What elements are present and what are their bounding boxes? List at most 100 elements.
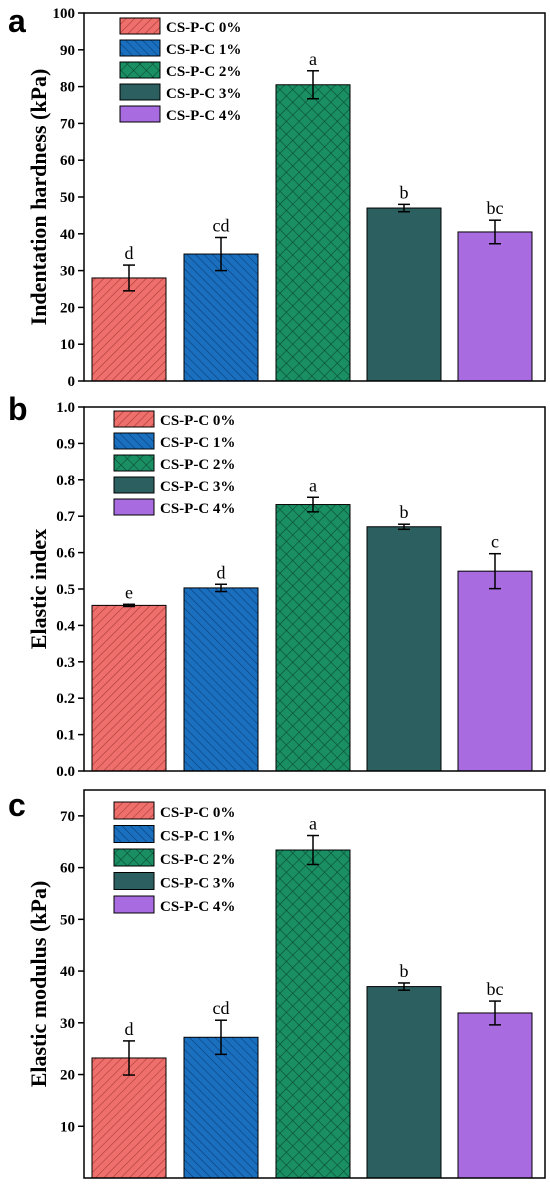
panel-letter: c: [8, 787, 26, 823]
y-axis-label: Elastic index: [26, 529, 51, 649]
panel-letter: a: [8, 3, 26, 39]
error-bar: [398, 523, 410, 531]
y-tick-label: 0.3: [56, 655, 75, 671]
error-bar: [123, 1040, 135, 1076]
bar: [457, 570, 533, 772]
significance-label: cd: [213, 998, 230, 1018]
legend-label: CS-P-C 2%: [160, 852, 235, 868]
y-tick-label: 0.7: [56, 509, 75, 525]
significance-label: c: [491, 532, 499, 552]
legend-label: CS-P-C 4%: [160, 899, 235, 915]
error-bar: [215, 236, 227, 272]
error-bar: [123, 603, 135, 608]
legend: CS-P-C 0% CS-P-C 1% CS-P-C 2% CS-P-C 3% CS-P…: [113, 410, 235, 517]
y-tick-label: 20: [60, 300, 75, 316]
legend-swatch: [113, 872, 155, 890]
y-tick-label: 0.4: [56, 618, 75, 634]
bar: [183, 253, 259, 382]
y-axis-label: Elastic modulus (kPa): [26, 881, 51, 1088]
legend-label: CS-P-C 4%: [166, 108, 241, 124]
legend-swatch: [119, 105, 161, 123]
legend-label: CS-P-C 0%: [166, 20, 241, 36]
y-tick-label: 90: [60, 43, 75, 59]
legend-label: CS-P-C 1%: [160, 829, 235, 845]
error-bar: [123, 264, 135, 292]
bar: [366, 207, 442, 382]
legend-label: CS-P-C 4%: [160, 501, 235, 517]
legend-swatch: [113, 848, 155, 867]
legend-swatch: [113, 498, 155, 516]
panel-letter: b: [8, 391, 28, 427]
bar: [275, 849, 351, 1179]
legend-label: CS-P-C 3%: [160, 876, 235, 892]
legend-swatch: [113, 410, 155, 428]
bar: [366, 986, 442, 1179]
legend-label: CS-P-C 3%: [166, 86, 241, 102]
y-tick-label: 0.9: [56, 436, 75, 452]
legend-label: CS-P-C 2%: [166, 64, 241, 80]
legend-swatch: [113, 454, 155, 472]
legend-swatch: [113, 895, 155, 914]
legend-swatch: [119, 39, 161, 57]
significance-label: d: [125, 243, 134, 263]
bar: [275, 504, 351, 772]
error-bar: [489, 552, 501, 590]
error-bar: [307, 496, 319, 513]
significance-label: a: [309, 49, 317, 69]
chart-panel-c: c Elastic modulus (kPa) d cd a b bc 10 20 30 40 50 6…: [8, 787, 546, 1179]
y-tick-label: 30: [60, 264, 75, 280]
legend-label: CS-P-C 0%: [160, 805, 235, 821]
legend-swatch: [113, 825, 155, 843]
y-tick-label: 50: [60, 190, 75, 206]
y-tick-label: 1.0: [56, 400, 75, 416]
y-tick-label: 40: [60, 964, 75, 980]
y-tick-label: 0.6: [56, 546, 75, 562]
legend-swatch: [113, 801, 155, 820]
y-tick-label: 20: [60, 1068, 75, 1084]
bar: [366, 526, 442, 772]
legend-swatch: [113, 476, 155, 494]
legend-label: CS-P-C 3%: [160, 479, 235, 495]
y-tick-label: 70: [60, 116, 75, 132]
error-bar: [215, 1019, 227, 1056]
y-tick-label: 10: [60, 337, 75, 353]
y-tick-label: 80: [60, 80, 75, 96]
significance-label: bc: [487, 198, 504, 218]
error-bar: [307, 834, 319, 866]
y-tick-label: 0.1: [56, 728, 75, 744]
significance-label: bc: [487, 979, 504, 999]
y-tick-label: 40: [60, 227, 75, 243]
bar: [275, 84, 351, 382]
y-tick-label: 70: [60, 809, 75, 825]
y-tick-label: 60: [60, 153, 75, 169]
error-bar: [398, 982, 410, 991]
significance-label: a: [309, 475, 317, 495]
legend-label: CS-P-C 0%: [160, 413, 235, 429]
legend-swatch: [119, 17, 161, 35]
error-bar: [215, 583, 227, 593]
y-tick-label: 0: [68, 374, 76, 390]
significance-label: d: [125, 1019, 134, 1039]
y-tick-label: 10: [60, 1119, 75, 1135]
significance-label: b: [400, 182, 409, 202]
y-tick-label: 100: [53, 6, 76, 22]
bar: [91, 1057, 167, 1179]
legend: CS-P-C 0% CS-P-C 1% CS-P-C 2% CS-P-C 3% CS-P…: [119, 17, 241, 124]
plot-frame: [83, 789, 546, 1179]
error-bar: [398, 203, 410, 213]
bar: [457, 1012, 533, 1179]
bar: [183, 1036, 259, 1179]
y-tick-label: 0.2: [56, 691, 75, 707]
bar: [91, 604, 167, 772]
legend-label: CS-P-C 1%: [160, 435, 235, 451]
significance-label: e: [125, 582, 133, 602]
significance-label: b: [400, 502, 409, 522]
bar: [183, 587, 259, 772]
y-tick-label: 50: [60, 912, 75, 928]
error-bar: [489, 219, 501, 245]
bar: [91, 277, 167, 382]
significance-label: cd: [213, 215, 230, 235]
error-bar: [489, 1000, 501, 1026]
legend-swatch: [119, 83, 161, 101]
